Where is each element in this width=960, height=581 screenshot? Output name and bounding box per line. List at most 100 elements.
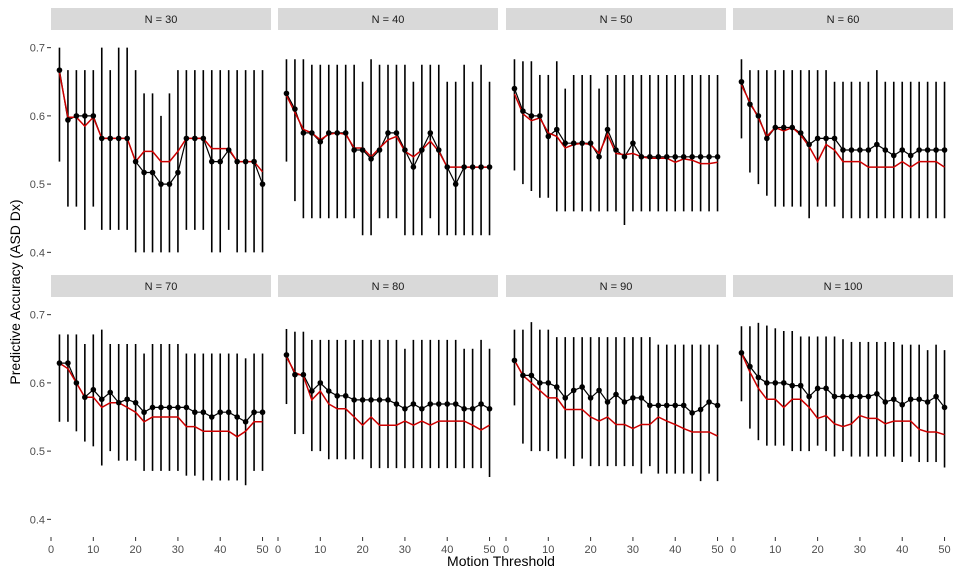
data-point: [444, 401, 451, 407]
data-point: [570, 387, 577, 394]
facet-strip: [278, 8, 498, 30]
data-point: [452, 401, 459, 407]
data-point: [772, 124, 779, 131]
data-point: [192, 135, 198, 142]
data-point: [857, 147, 863, 153]
y-tick-label: 0.5: [30, 446, 45, 458]
x-tick-label: 40: [214, 544, 226, 556]
data-point: [738, 78, 745, 85]
data-point: [780, 380, 787, 386]
data-point: [647, 402, 653, 409]
data-point: [924, 147, 931, 153]
data-point: [672, 154, 679, 160]
data-point: [553, 384, 560, 390]
y-tick-label: 0.5: [30, 179, 45, 191]
data-point: [672, 402, 679, 409]
data-point: [738, 350, 745, 356]
data-point: [141, 409, 147, 416]
data-point: [217, 409, 224, 416]
data-point: [175, 169, 181, 176]
data-point: [393, 130, 400, 136]
data-point: [486, 164, 493, 170]
data-point: [82, 394, 88, 401]
data-point: [579, 384, 585, 390]
data-point: [478, 401, 484, 407]
facet-strip-label: N = 30: [145, 14, 178, 26]
data-point: [570, 140, 577, 146]
data-point: [907, 152, 914, 159]
data-point: [427, 130, 434, 136]
data-point: [435, 147, 442, 153]
red-line: [285, 356, 490, 431]
x-tick-label: 20: [811, 544, 823, 556]
data-point: [697, 154, 704, 160]
y-tick-label: 0.6: [30, 378, 45, 390]
data-point: [663, 402, 670, 409]
data-point: [132, 399, 139, 406]
data-point: [545, 133, 552, 140]
data-point: [166, 404, 173, 411]
data-point: [630, 140, 636, 146]
data-point: [941, 404, 948, 411]
data-point: [368, 397, 374, 403]
data-point: [73, 380, 80, 386]
data-point: [865, 393, 872, 400]
data-point: [899, 147, 906, 153]
data-point: [663, 154, 670, 160]
data-point: [814, 135, 821, 142]
facet-strip-label: N = 100: [824, 281, 863, 293]
data-point: [192, 409, 198, 416]
facet-strip: [733, 8, 953, 30]
data-point: [916, 147, 922, 153]
facet-panel: N = 100 0 10 20 30 40 50: [730, 275, 953, 556]
data-point: [309, 130, 315, 136]
data-point: [469, 406, 476, 412]
data-point: [545, 380, 552, 386]
data-point: [714, 154, 721, 160]
data-point: [200, 135, 207, 142]
data-point: [806, 393, 812, 400]
data-point: [183, 135, 190, 142]
data-point: [899, 401, 906, 408]
data-point: [528, 372, 535, 379]
data-point: [848, 393, 855, 400]
data-point: [292, 371, 298, 378]
x-tick-label: 0: [503, 544, 509, 556]
data-point: [359, 147, 366, 153]
data-point: [789, 124, 796, 131]
x-tick-label: 40: [441, 544, 453, 556]
data-point: [419, 147, 425, 153]
y-tick-label: 0.4: [30, 514, 45, 526]
data-point: [596, 387, 602, 394]
data-point: [65, 117, 71, 123]
data-point: [65, 360, 71, 366]
data-point: [124, 396, 130, 403]
x-tick-label: 0: [48, 544, 54, 556]
x-tick-label: 40: [669, 544, 681, 556]
x-tick-label: 50: [938, 544, 950, 556]
data-point: [562, 395, 569, 401]
x-tick-label: 10: [542, 544, 554, 556]
data-point: [478, 164, 484, 170]
y-tick-label: 0.4: [30, 247, 45, 259]
data-point: [882, 147, 889, 153]
facet-strip-label: N = 80: [372, 281, 405, 293]
data-point: [292, 106, 298, 112]
data-point: [141, 169, 147, 176]
facet-strip-label: N = 90: [600, 281, 633, 293]
data-point: [402, 147, 408, 153]
data-point: [764, 380, 770, 386]
data-point: [452, 181, 459, 187]
data-point: [208, 158, 215, 165]
data-point: [486, 406, 493, 412]
data-point: [242, 158, 249, 165]
data-point: [115, 135, 122, 142]
data-point: [689, 410, 695, 416]
data-point: [82, 113, 88, 119]
data-point: [73, 113, 80, 119]
data-point: [334, 130, 341, 136]
data-point: [647, 154, 653, 160]
facet-strip: [51, 8, 271, 30]
x-tick-label: 10: [87, 544, 99, 556]
data-point: [461, 406, 467, 412]
